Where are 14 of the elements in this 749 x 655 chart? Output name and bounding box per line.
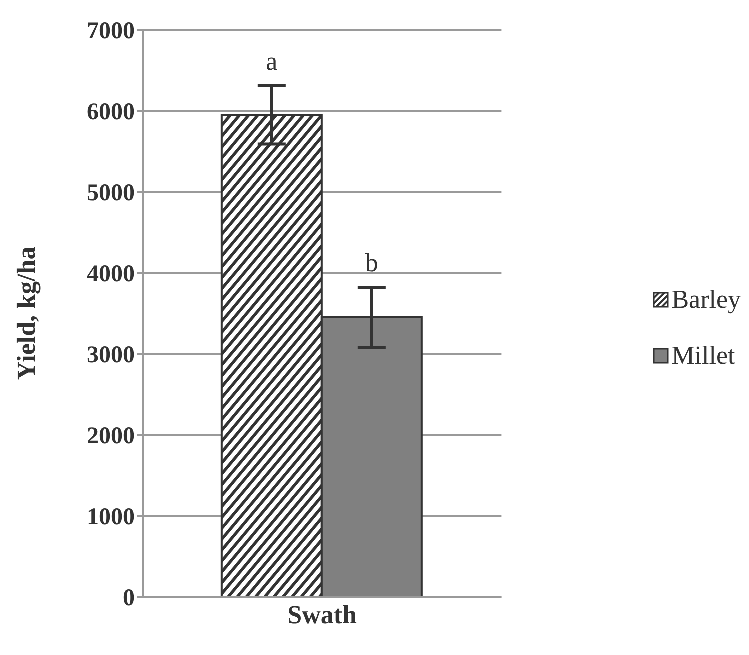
y-tick-label: 3000 [87, 342, 135, 369]
y-tick-label: 7000 [87, 18, 135, 45]
y-tick-label: 5000 [87, 180, 135, 207]
y-axis-title: Yield, kg/ha [12, 246, 42, 380]
annotation: a [266, 46, 278, 76]
y-tick-label: 0 [123, 586, 135, 612]
annotation: b [365, 248, 378, 278]
x-tick-label: Swath [288, 600, 358, 630]
legend-label: Millet [672, 341, 736, 371]
text: Barley [672, 285, 741, 315]
y-tick-label: 2000 [87, 424, 135, 450]
y-tick-label: 6000 [87, 100, 135, 126]
y-tick-label: 4000 [87, 262, 135, 288]
y-tick-label: 1000 [87, 504, 135, 531]
